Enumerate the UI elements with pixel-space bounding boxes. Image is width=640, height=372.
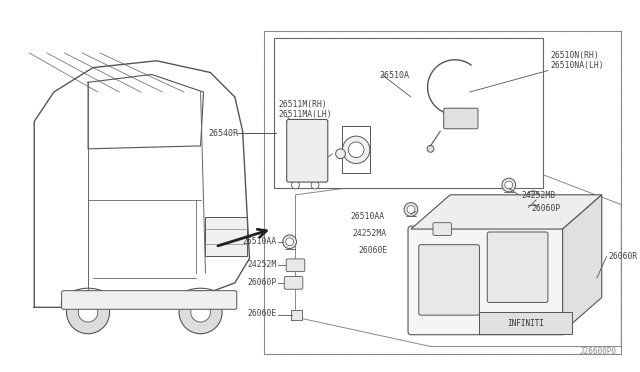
Circle shape bbox=[502, 178, 516, 192]
Polygon shape bbox=[563, 195, 602, 332]
Circle shape bbox=[593, 292, 600, 299]
Bar bbox=[205, 217, 246, 256]
Text: 24252M: 24252M bbox=[248, 260, 277, 269]
Bar bbox=[439, 242, 451, 251]
Circle shape bbox=[529, 194, 537, 202]
Circle shape bbox=[556, 321, 565, 329]
Circle shape bbox=[191, 302, 211, 322]
Circle shape bbox=[335, 149, 346, 158]
Text: 26511M(RH): 26511M(RH) bbox=[279, 100, 328, 109]
FancyBboxPatch shape bbox=[433, 223, 452, 235]
FancyBboxPatch shape bbox=[287, 119, 328, 182]
Circle shape bbox=[311, 181, 319, 189]
Text: 26510N(RH): 26510N(RH) bbox=[551, 51, 600, 60]
Circle shape bbox=[593, 208, 600, 215]
Circle shape bbox=[292, 262, 298, 268]
Text: 24252MA: 24252MA bbox=[352, 229, 387, 238]
FancyBboxPatch shape bbox=[419, 245, 479, 315]
Polygon shape bbox=[296, 166, 621, 346]
FancyBboxPatch shape bbox=[444, 108, 478, 129]
Text: 26511MA(LH): 26511MA(LH) bbox=[279, 110, 333, 119]
Circle shape bbox=[527, 191, 540, 205]
Circle shape bbox=[179, 291, 222, 334]
Bar bbox=[291, 310, 302, 320]
Text: 24252MB: 24252MB bbox=[522, 191, 556, 200]
Circle shape bbox=[404, 203, 418, 217]
FancyBboxPatch shape bbox=[487, 232, 548, 302]
Circle shape bbox=[439, 226, 445, 232]
Text: 26060P: 26060P bbox=[248, 278, 277, 287]
Circle shape bbox=[414, 239, 423, 248]
Circle shape bbox=[291, 280, 296, 286]
Bar bbox=[264, 31, 621, 354]
Text: 26060P: 26060P bbox=[531, 203, 561, 213]
Polygon shape bbox=[411, 195, 602, 229]
Circle shape bbox=[348, 142, 364, 158]
Text: 26540R: 26540R bbox=[209, 129, 239, 138]
Text: 26060E: 26060E bbox=[358, 246, 387, 255]
Circle shape bbox=[427, 145, 434, 152]
Text: 26510A: 26510A bbox=[380, 71, 410, 80]
Circle shape bbox=[283, 235, 296, 248]
FancyBboxPatch shape bbox=[286, 259, 305, 272]
Bar bbox=[274, 38, 543, 188]
Text: J26600P0: J26600P0 bbox=[579, 347, 616, 356]
Text: INFINITI: INFINITI bbox=[507, 319, 544, 328]
Bar bbox=[342, 126, 370, 173]
Text: 26060E: 26060E bbox=[248, 309, 277, 318]
Circle shape bbox=[292, 181, 300, 189]
Circle shape bbox=[556, 239, 565, 248]
Circle shape bbox=[414, 321, 423, 329]
FancyBboxPatch shape bbox=[408, 226, 566, 335]
Text: 26510NA(LH): 26510NA(LH) bbox=[551, 61, 605, 70]
Bar bbox=[479, 312, 572, 334]
Circle shape bbox=[407, 206, 415, 214]
FancyBboxPatch shape bbox=[284, 276, 303, 289]
Circle shape bbox=[67, 291, 109, 334]
Text: 26510AA: 26510AA bbox=[350, 212, 385, 221]
Circle shape bbox=[78, 302, 98, 322]
Circle shape bbox=[285, 238, 294, 246]
Circle shape bbox=[505, 181, 513, 189]
Text: 26510AA: 26510AA bbox=[243, 237, 277, 246]
Bar bbox=[264, 31, 621, 354]
FancyBboxPatch shape bbox=[61, 291, 237, 309]
Circle shape bbox=[342, 136, 370, 164]
Text: 26060R: 26060R bbox=[609, 251, 638, 260]
